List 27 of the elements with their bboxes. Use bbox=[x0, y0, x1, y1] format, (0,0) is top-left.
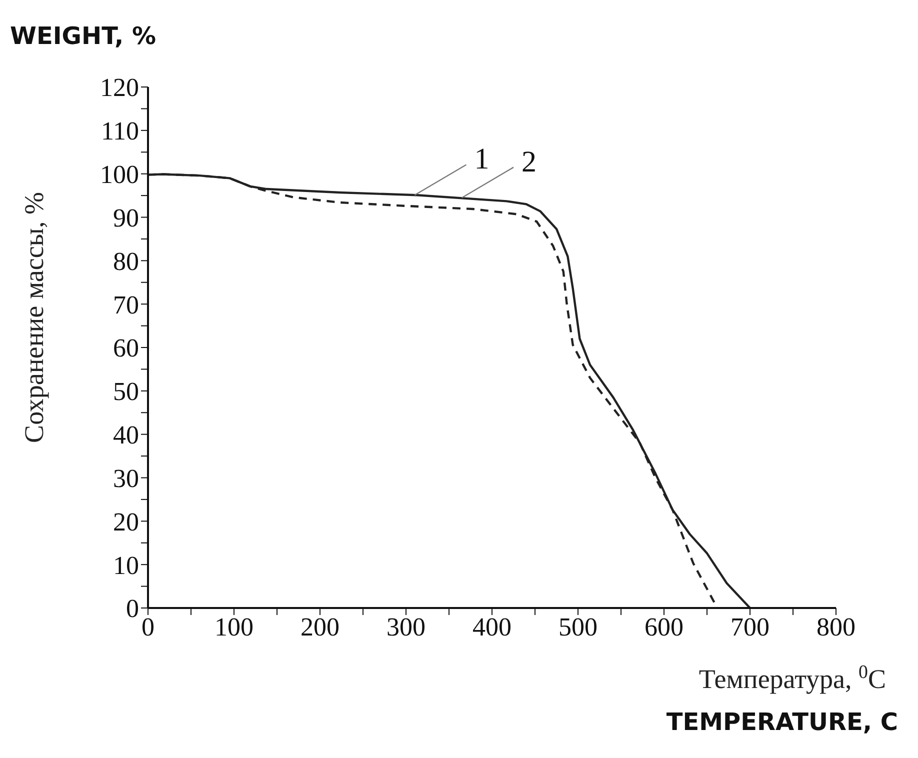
x-tick-label: 700 bbox=[730, 612, 770, 642]
y-tick-label: 10 bbox=[113, 550, 139, 580]
text: WEIGHT, % bbox=[10, 22, 156, 50]
y-tick-label: 90 bbox=[113, 203, 139, 232]
y-axis-title: Сохранение массы, % bbox=[19, 192, 49, 443]
y-tick-label: 100 bbox=[100, 160, 139, 190]
annotation: 2 bbox=[522, 145, 536, 178]
x-tick-label: 500 bbox=[558, 612, 598, 642]
x-tick-label: 300 bbox=[386, 612, 426, 642]
x-axis-title: Температура, $^{0}$C bbox=[698, 662, 886, 694]
y-tick-label: 20 bbox=[113, 507, 139, 536]
y-tick-label: 120 bbox=[100, 73, 139, 102]
y-tick-label: 70 bbox=[113, 290, 139, 320]
y-tick-label: 60 bbox=[113, 334, 139, 363]
x-tick-label: 800 bbox=[816, 612, 856, 642]
y-tick-label: 50 bbox=[113, 377, 139, 406]
x-tick-label: 100 bbox=[214, 612, 254, 642]
x-tick-label: 400 bbox=[472, 612, 512, 642]
text: TEMPERATURE, C bbox=[666, 708, 898, 736]
x-tick-label: 200 bbox=[300, 612, 340, 642]
x-tick-label: 600 bbox=[644, 612, 684, 642]
y-tick-label: 30 bbox=[113, 464, 139, 493]
y-tick-label: 110 bbox=[100, 116, 139, 146]
y-tick-label: 40 bbox=[113, 420, 139, 450]
y-tick-label: 0 bbox=[126, 594, 139, 624]
annotation: 1 bbox=[474, 142, 490, 176]
y-tick-label: 80 bbox=[113, 246, 139, 276]
